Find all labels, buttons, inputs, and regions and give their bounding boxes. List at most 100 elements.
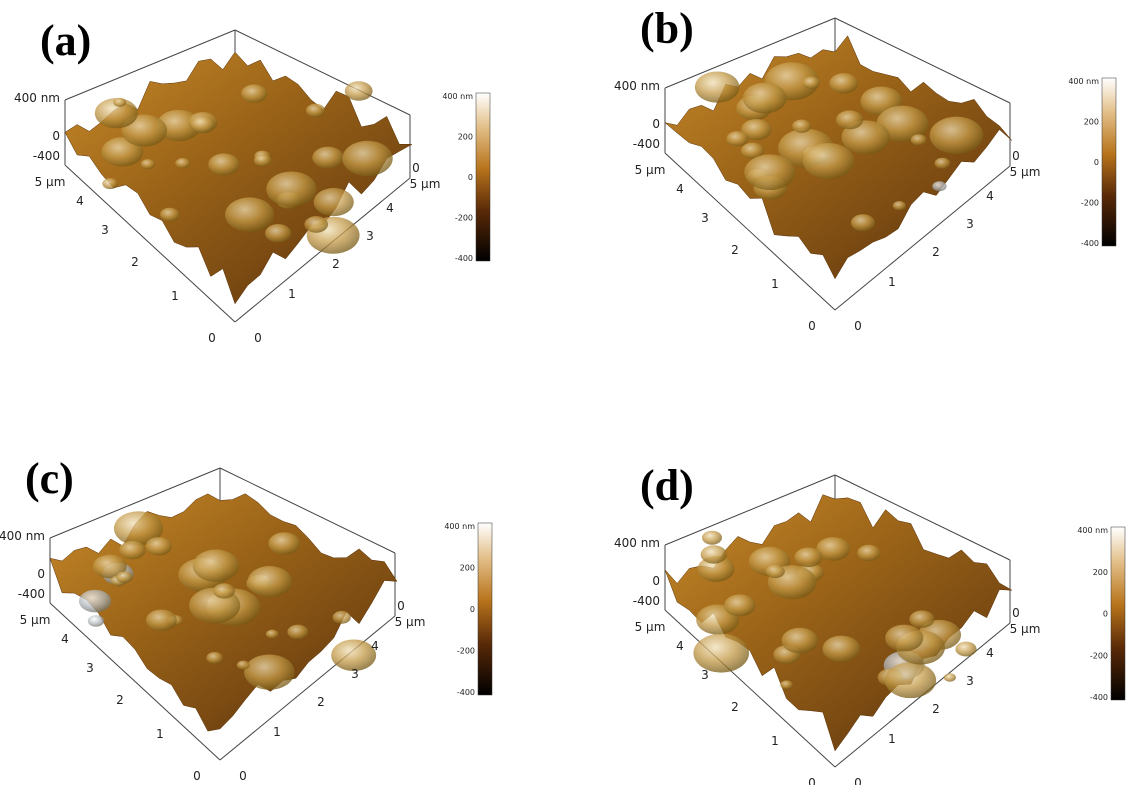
surface-feature	[885, 625, 923, 652]
right-axis-label: 5 µm	[410, 177, 441, 191]
panel-label: (b)	[640, 4, 694, 53]
surface-feature	[701, 545, 727, 563]
surface-feature	[116, 571, 132, 583]
surface-feature	[836, 110, 863, 129]
colorbar-label: 200	[1093, 568, 1108, 577]
colorbar-label: -400	[1090, 693, 1108, 702]
surface-feature	[306, 104, 325, 117]
left-axis-label: 3	[701, 668, 709, 682]
surface-feature	[851, 214, 875, 231]
colorbar	[476, 93, 490, 261]
surface-feature	[695, 71, 740, 102]
right-axis-label: 3	[966, 217, 974, 231]
surface-feature	[88, 615, 104, 626]
surface-feature	[803, 143, 855, 179]
surface-feature	[794, 548, 822, 567]
right-axis-label: 1	[888, 275, 896, 289]
surface-feature	[268, 532, 300, 554]
corner-label: 0	[1012, 606, 1020, 620]
right-axis-label: 1	[888, 732, 896, 746]
surface-feature	[208, 153, 239, 175]
corner-label: 0	[1012, 149, 1020, 163]
surface-feature	[241, 84, 267, 102]
surface-feature	[102, 178, 118, 189]
left-axis-label: 2	[131, 255, 139, 269]
colorbar-label: -200	[457, 647, 475, 656]
colorbar-label: 400 nm	[1077, 526, 1108, 535]
surface-feature	[893, 201, 906, 210]
afm-panel: (d)400 nm0-400012345 µm012345 µm0	[614, 461, 1040, 785]
colorbar-label: 0	[468, 173, 473, 182]
surface-feature	[244, 654, 294, 689]
left-axis-label: 1	[156, 727, 164, 741]
right-axis-label: 2	[332, 257, 340, 271]
left-axis-label: 3	[101, 223, 109, 237]
surface-feature	[193, 549, 239, 581]
surface-feature	[780, 680, 793, 689]
colorbar-label: 0	[470, 605, 475, 614]
colorbar-label: 400 nm	[442, 92, 473, 101]
surface-feature	[822, 636, 860, 662]
colorbar-label: 200	[460, 564, 475, 573]
left-axis-label: 4	[676, 182, 684, 196]
right-axis-label: 0	[254, 331, 262, 345]
surface-feature	[254, 154, 272, 166]
right-axis-label: 2	[317, 695, 325, 709]
surface-feature	[935, 158, 951, 169]
z-tick-label: -400	[633, 137, 660, 151]
surface-feature	[857, 545, 880, 561]
surface-feature	[312, 147, 343, 169]
surface-feature	[265, 224, 291, 242]
left-axis-label: 2	[731, 700, 739, 714]
surface-feature	[909, 610, 934, 627]
z-tick-label: 0	[652, 574, 660, 588]
surface-feature	[119, 541, 145, 560]
colorbar-label: 200	[458, 133, 473, 142]
surface-feature	[930, 117, 984, 155]
colorbar-label: -400	[457, 688, 475, 697]
left-axis-label: 1	[771, 277, 779, 291]
panel-label: (d)	[640, 461, 694, 510]
right-axis-label: 1	[273, 725, 281, 739]
z-tick-label: 400 nm	[14, 91, 60, 105]
z-tick-label: 0	[52, 129, 60, 143]
z-tick-label: -400	[633, 594, 660, 608]
surface-feature	[803, 77, 821, 89]
surface-feature	[160, 208, 179, 222]
right-axis-label: 0	[239, 769, 247, 783]
surface-feature	[829, 73, 858, 93]
colorbar-label: -200	[455, 214, 473, 223]
right-axis-label: 5 µm	[1010, 165, 1041, 179]
z-tick-label: 0	[652, 117, 660, 131]
surface-feature	[932, 181, 946, 191]
left-axis-label: 0	[808, 776, 816, 785]
left-axis-label: 0	[208, 331, 216, 345]
surface-feature	[792, 119, 811, 132]
z-tick-label: -400	[18, 587, 45, 601]
left-axis-label: 1	[771, 734, 779, 748]
right-axis-label: 5 µm	[1010, 622, 1041, 636]
panel-label: (a)	[40, 16, 91, 65]
right-axis-label: 1	[288, 287, 296, 301]
left-axis-label: 3	[701, 211, 709, 225]
surface-feature	[744, 154, 795, 190]
surface-feature	[266, 171, 316, 206]
surface-feature	[724, 594, 755, 616]
surface-feature	[693, 634, 749, 673]
right-axis-label: 2	[932, 245, 940, 259]
surface-feature	[237, 661, 250, 670]
colorbar	[478, 523, 492, 695]
surface-feature	[955, 642, 976, 657]
left-axis-label: 2	[731, 243, 739, 257]
surface-feature	[213, 583, 235, 598]
right-axis-label: 3	[966, 674, 974, 688]
colorbar-label: -400	[455, 254, 473, 263]
surface-feature	[342, 141, 392, 176]
left-axis-label: 4	[676, 639, 684, 653]
afm-panel: (b)400 nm0-400012345 µm012345 µm0	[614, 4, 1040, 333]
surface-feature	[79, 590, 111, 613]
z-tick-label: 400 nm	[614, 536, 660, 550]
colorbar-label: -200	[1081, 199, 1099, 208]
